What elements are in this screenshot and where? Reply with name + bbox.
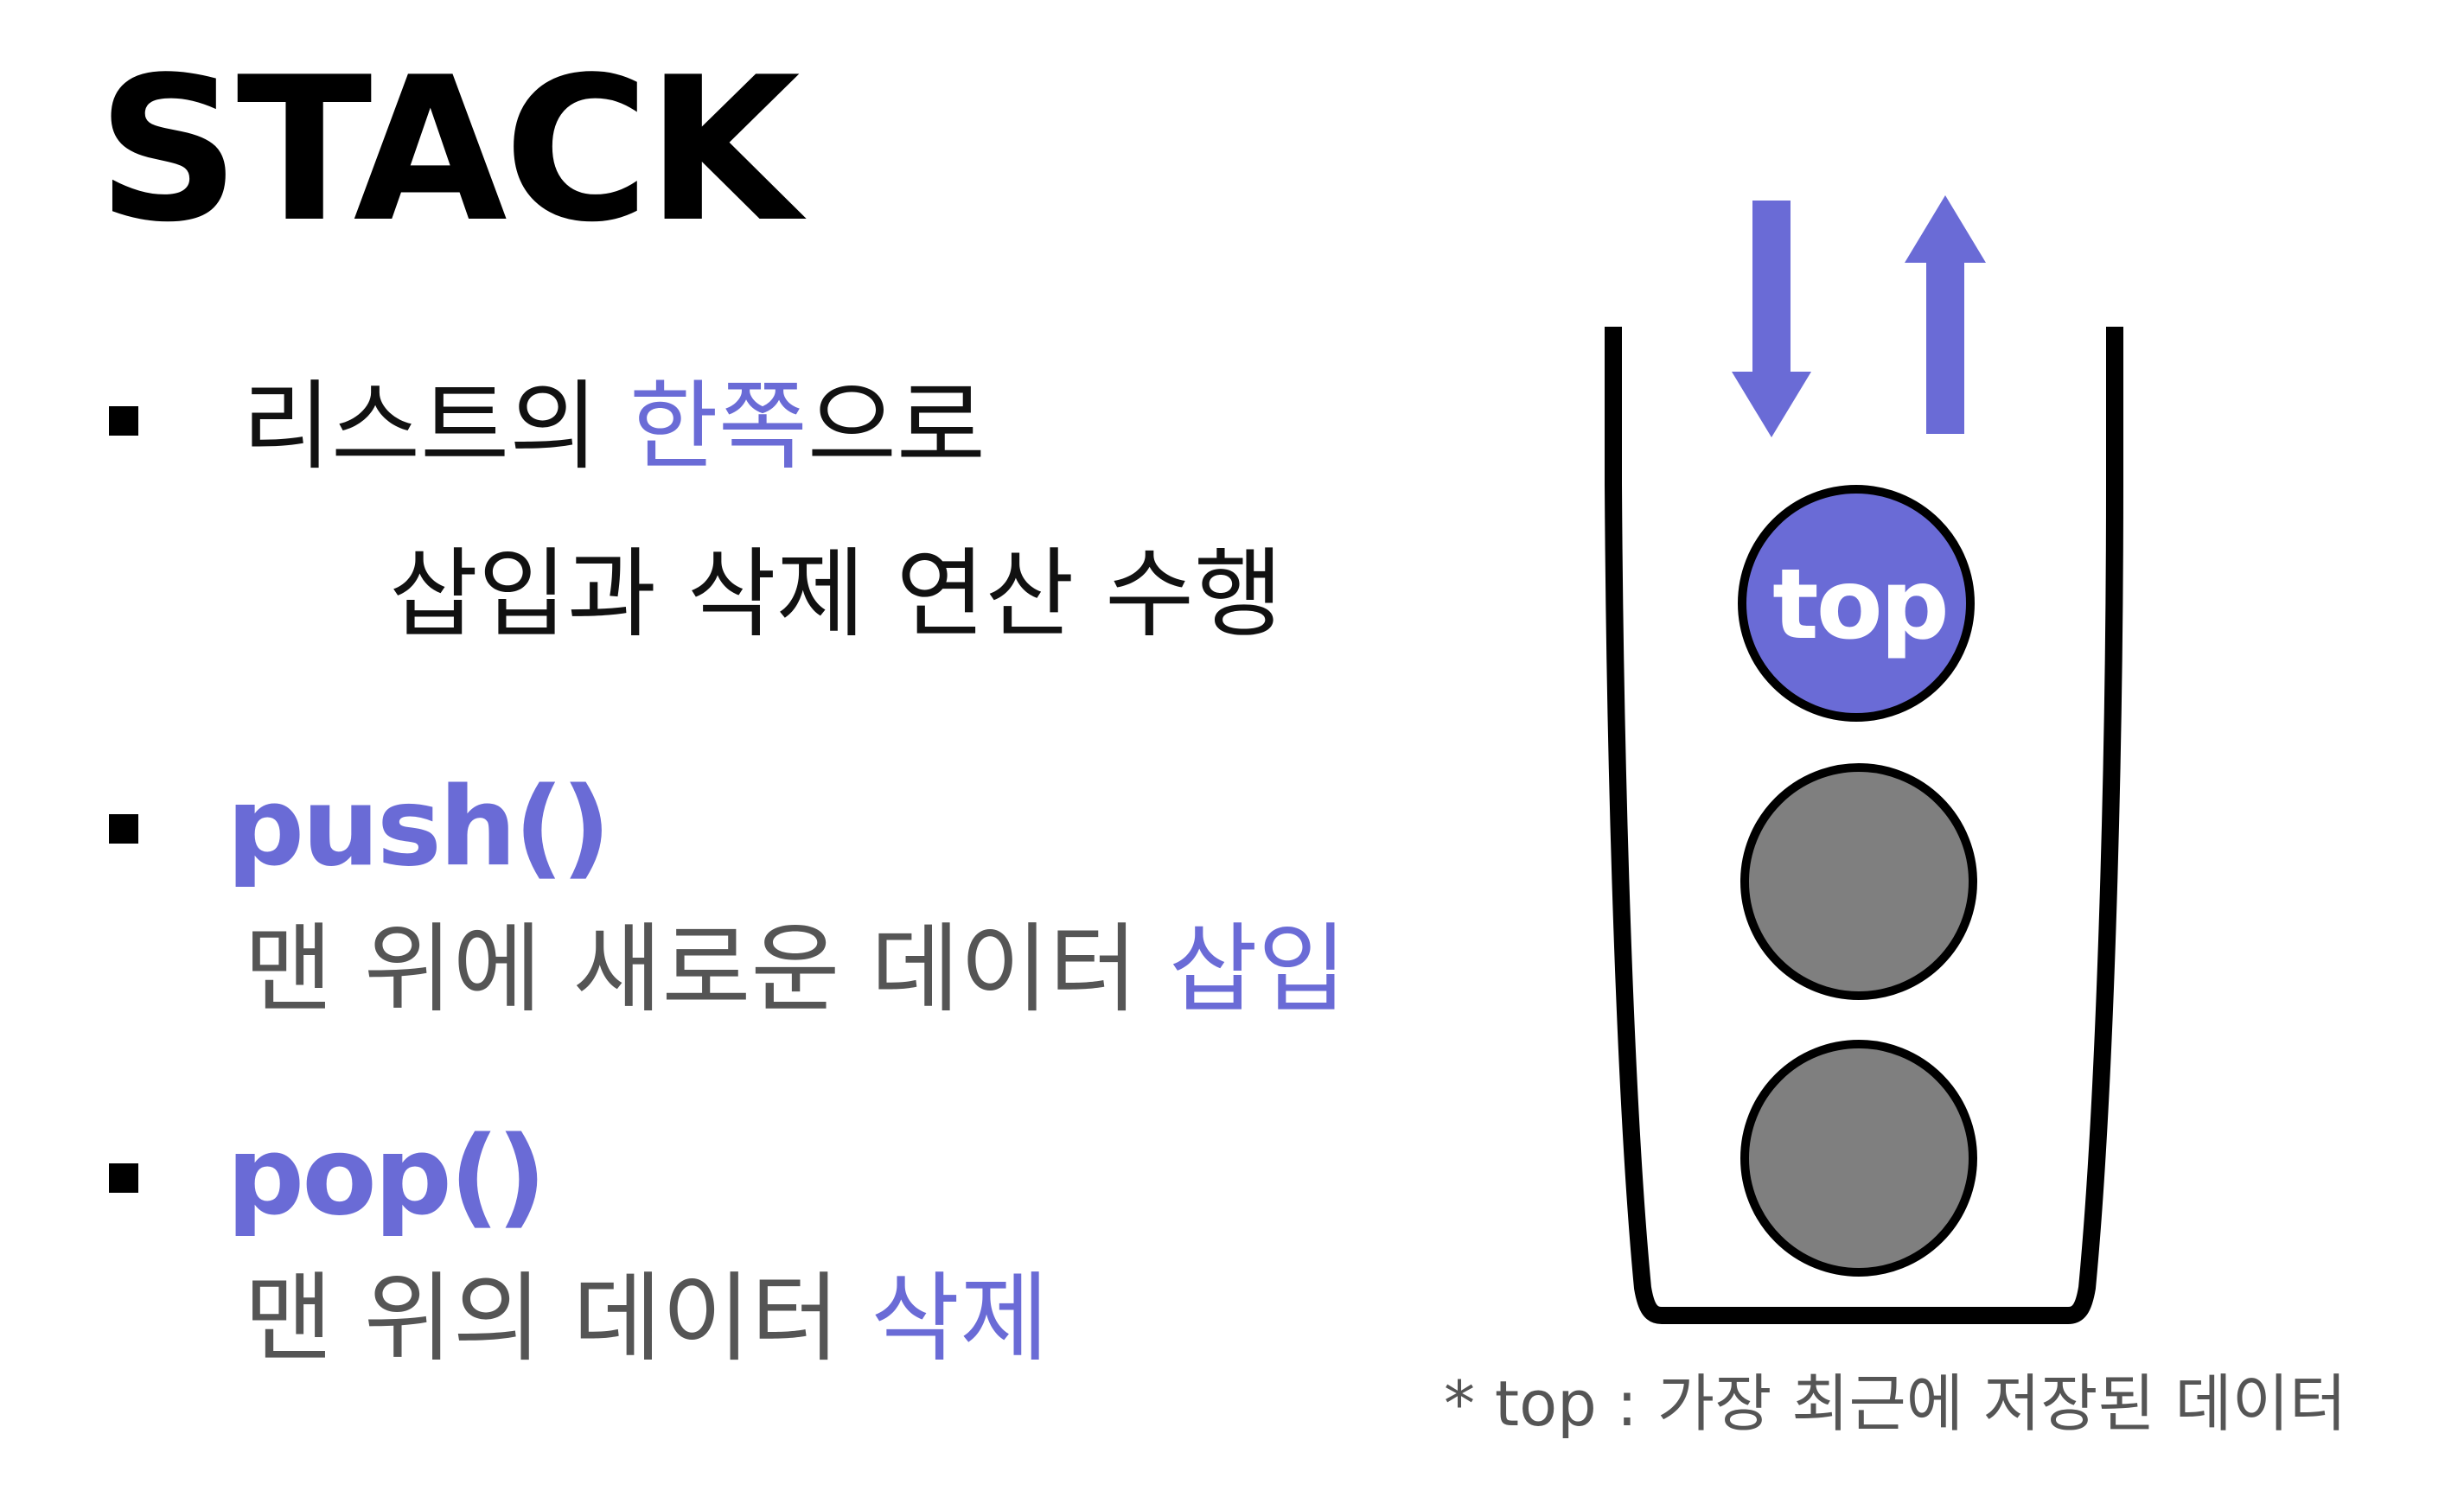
bullet-3-description: 맨 위의 데이터 삭제 bbox=[244, 1271, 1049, 1367]
stack-element-middle bbox=[1740, 763, 1977, 1000]
bullet-2-accent: 삽입 bbox=[1168, 914, 1347, 1026]
diagram-caption: * top : 가장 최근에 저장된 데이터 bbox=[1444, 1367, 2347, 1440]
top-label: top bbox=[1772, 549, 1947, 661]
bullet-1-line-2: 삽입과 삭제 연산 수행 bbox=[389, 538, 1284, 651]
bullet-2-description: 맨 위에 새로운 데이터 삽입 bbox=[244, 921, 1347, 1018]
bullet-1-accent: 한쪽 bbox=[629, 371, 808, 483]
push-function-label: push() bbox=[227, 763, 611, 890]
page-title: STACK bbox=[97, 35, 801, 266]
bullet-3-accent: 삭제 bbox=[871, 1263, 1050, 1375]
stack-container bbox=[1605, 327, 2123, 1324]
bullet-marker-1 bbox=[109, 406, 138, 436]
bullet-1-text-before: 리스트의 bbox=[242, 371, 629, 483]
pop-function-label: pop() bbox=[227, 1112, 546, 1239]
bullet-2-text-before: 맨 위에 새로운 데이터 bbox=[244, 914, 1169, 1026]
bullet-1-line-1: 리스트의 한쪽으로 bbox=[242, 379, 986, 475]
bullet-marker-3 bbox=[109, 1163, 138, 1193]
stack-element-bottom bbox=[1740, 1040, 1977, 1277]
bullet-marker-2 bbox=[109, 814, 138, 844]
bullet-1-text-after: 으로 bbox=[807, 371, 986, 483]
bullet-3-text-before: 맨 위의 데이터 bbox=[244, 1263, 871, 1375]
stack-element-top: top bbox=[1738, 485, 1975, 722]
pop-up-arrow-icon bbox=[1905, 195, 1986, 434]
push-down-arrow-icon bbox=[1732, 201, 1811, 437]
